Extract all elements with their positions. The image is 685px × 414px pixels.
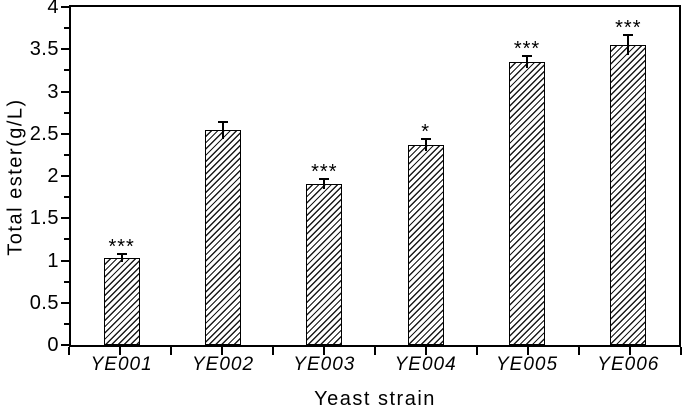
error-bar	[627, 34, 630, 56]
x-tick-label: YE004	[394, 354, 457, 375]
y-minor-tick	[64, 196, 69, 199]
x-tick-label: YE002	[191, 354, 255, 375]
y-major-tick	[61, 6, 69, 8]
y-tick-label: 2.5	[29, 122, 59, 145]
plot-area	[69, 5, 681, 347]
significance-marker: ***	[513, 38, 541, 60]
y-minor-tick	[64, 280, 69, 283]
y-major-tick	[61, 132, 69, 135]
error-bar-cap	[218, 120, 228, 123]
y-tick-label: 3	[47, 80, 59, 103]
x-tick	[323, 347, 325, 355]
y-major-tick	[61, 301, 69, 304]
x-tick-label: YE006	[597, 354, 660, 375]
y-minor-tick	[64, 153, 69, 156]
y-minor-tick	[64, 69, 69, 72]
error-bar	[323, 178, 326, 189]
y-minor-tick	[64, 111, 69, 114]
y-major-tick	[61, 217, 69, 220]
y-minor-tick	[64, 238, 69, 241]
y-major-tick	[61, 344, 69, 346]
y-minor-tick	[64, 27, 69, 30]
bar-ye001	[103, 257, 140, 345]
bar-ye003	[306, 183, 343, 345]
significance-marker: *	[421, 120, 431, 143]
error-bar	[120, 253, 123, 263]
y-major-tick	[61, 90, 69, 93]
x-tick	[374, 347, 376, 355]
y-major-tick	[61, 175, 69, 177]
y-tick-label: 3.5	[29, 38, 59, 61]
x-tick-label: YE001	[90, 354, 153, 375]
significance-marker: ***	[615, 16, 642, 39]
x-tick-label: YE003	[293, 354, 356, 375]
x-tick	[119, 347, 121, 355]
error-bar	[222, 121, 224, 139]
error-bar-cap	[420, 137, 431, 140]
x-tick	[476, 347, 478, 355]
y-tick-label: 0.5	[29, 291, 59, 314]
significance-marker: ***	[108, 235, 135, 258]
error-bar-cap	[319, 177, 330, 180]
x-axis-title: Yeast strain	[314, 388, 436, 410]
significance-marker: ***	[311, 160, 338, 183]
x-tick	[170, 347, 172, 355]
x-tick-label: YE005	[495, 354, 559, 375]
y-tick-label: 4	[47, 0, 59, 18]
y-major-tick	[61, 259, 69, 262]
y-tick-label: 1.5	[29, 207, 59, 230]
error-bar	[424, 138, 427, 151]
bar-ye004	[407, 144, 444, 345]
x-tick	[578, 347, 580, 355]
x-tick	[221, 347, 223, 355]
y-tick-label: 1	[47, 249, 59, 272]
error-bar	[526, 56, 528, 68]
error-bar-cap	[522, 55, 532, 57]
x-tick	[425, 347, 427, 355]
error-bar-cap	[116, 252, 127, 255]
bar-ye002	[205, 130, 241, 345]
x-tick	[527, 347, 529, 355]
y-major-tick	[61, 48, 69, 51]
x-tick	[272, 347, 274, 355]
x-tick	[680, 347, 682, 355]
x-tick	[68, 347, 70, 355]
y-tick-label: 2	[47, 165, 59, 187]
error-bar-cap	[623, 33, 634, 36]
bar-ye005	[509, 61, 545, 345]
bar-ye006	[610, 45, 647, 345]
y-minor-tick	[64, 322, 69, 325]
x-tick	[629, 347, 631, 355]
y-tick-label: 0	[47, 334, 59, 356]
